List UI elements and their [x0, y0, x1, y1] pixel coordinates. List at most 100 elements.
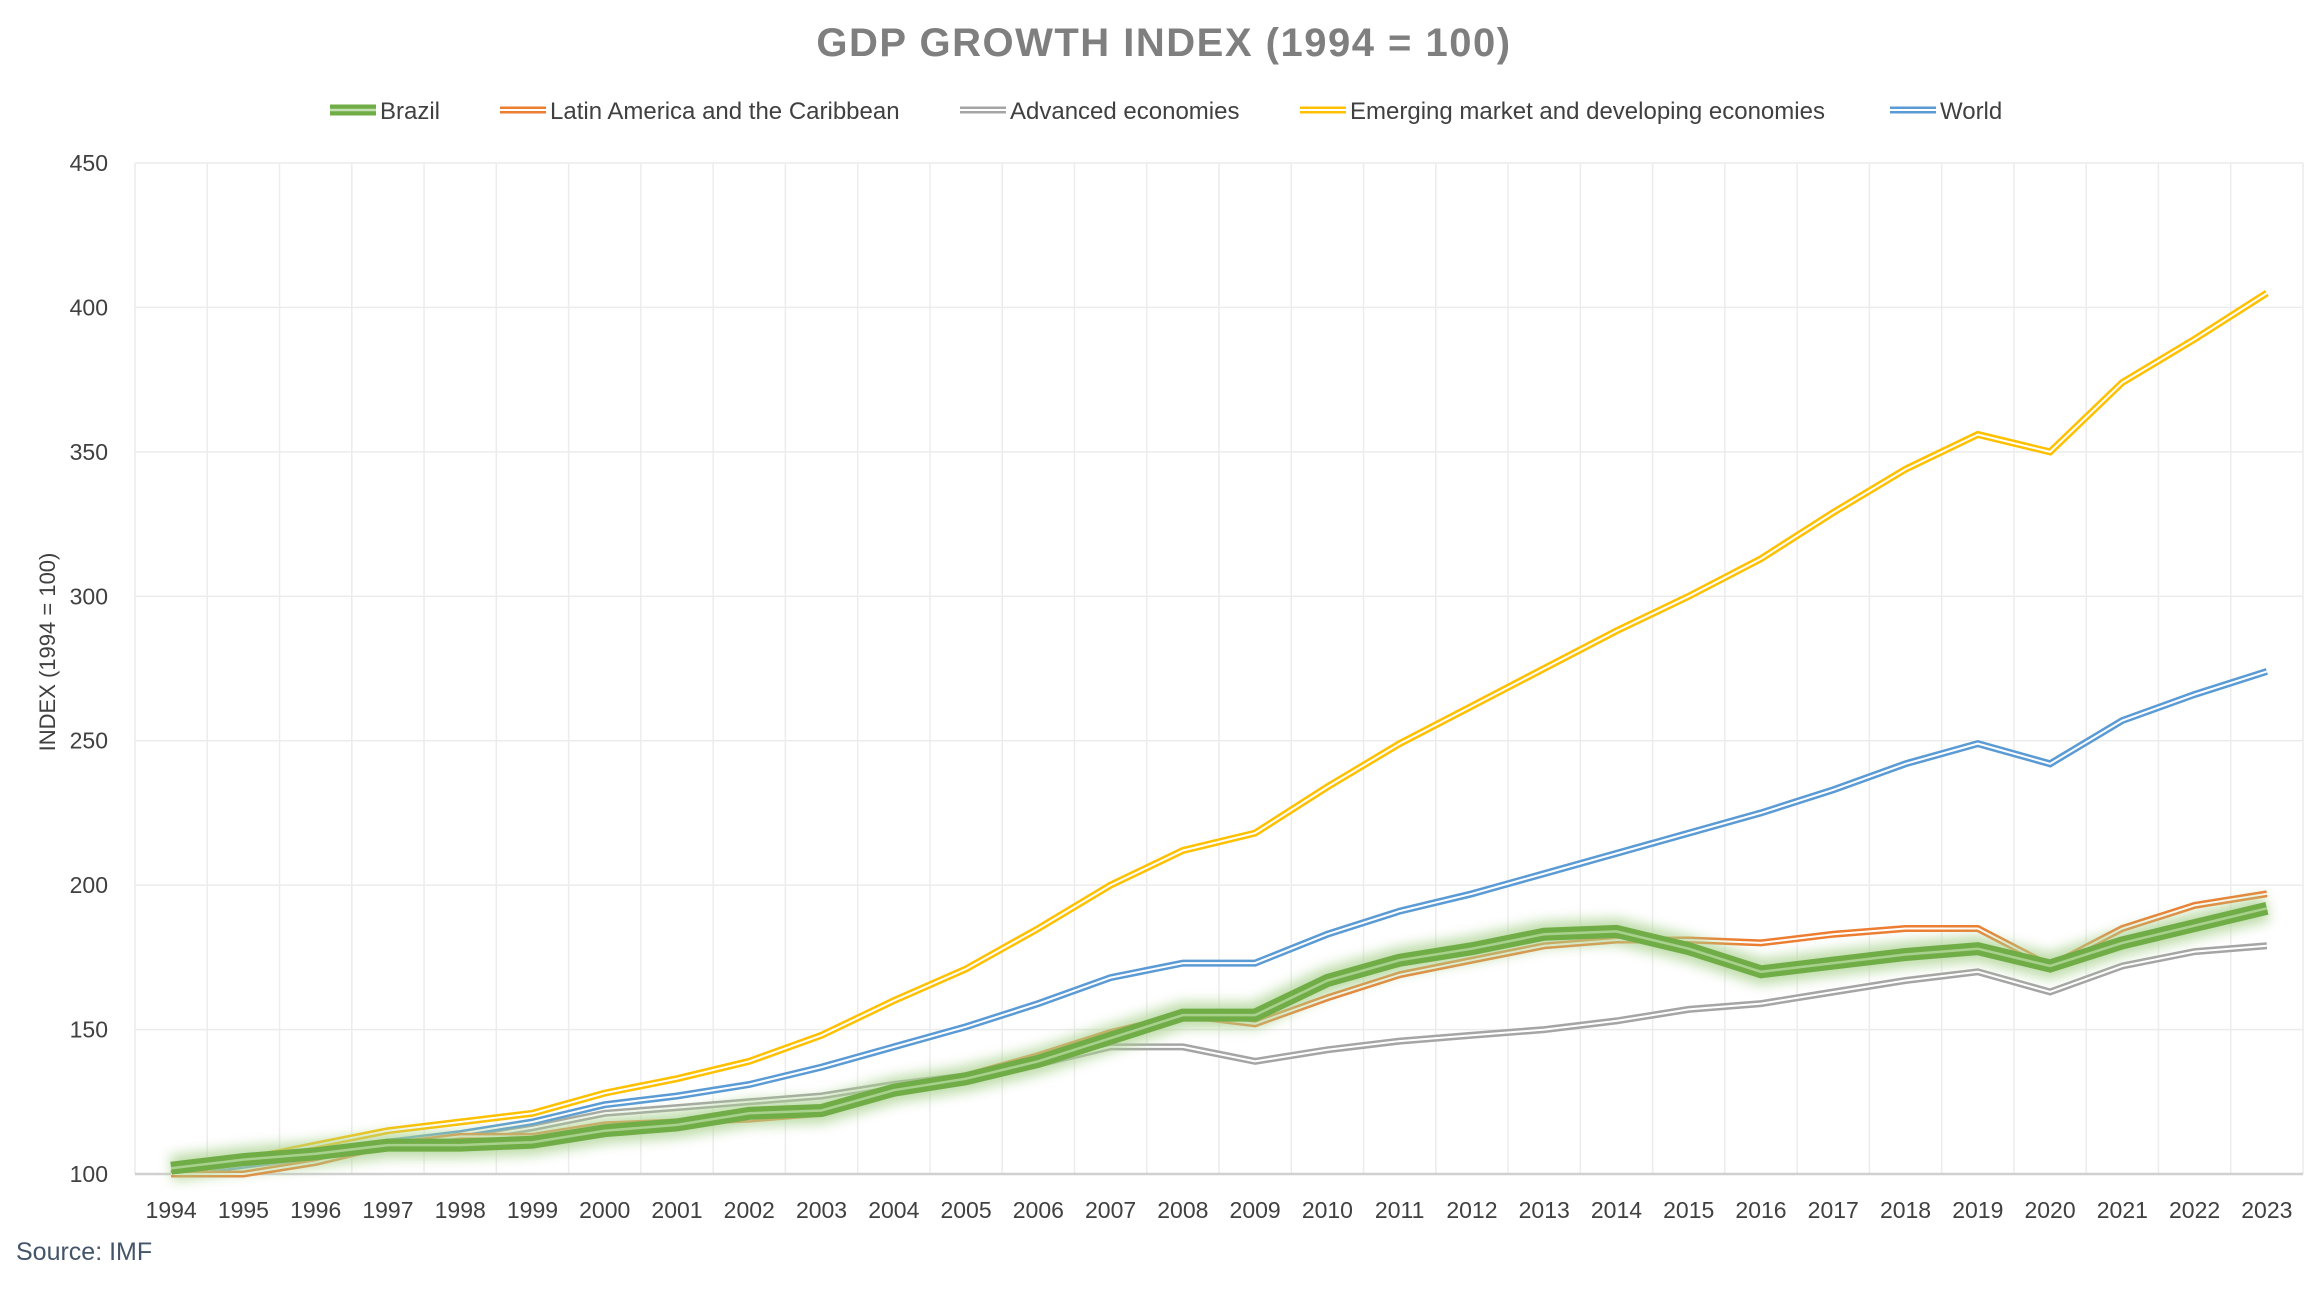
data-point [1468, 1031, 1476, 1039]
data-point [1974, 431, 1982, 439]
data-point [1685, 1005, 1693, 1013]
legend-item: Advanced economies [960, 98, 1239, 125]
data-point [1396, 1037, 1404, 1045]
y-tick-label: 300 [70, 583, 108, 609]
x-tick-label: 2015 [1663, 1197, 1714, 1223]
data-point [528, 1118, 536, 1126]
x-tick-label: 1998 [435, 1197, 486, 1223]
data-point [1396, 907, 1404, 915]
data-point [312, 1150, 320, 1158]
x-tick-label: 2017 [1808, 1197, 1859, 1223]
data-point [2046, 448, 2054, 456]
data-point [818, 1031, 826, 1039]
data-point [2191, 901, 2199, 909]
data-point [2263, 289, 2271, 297]
data-point [601, 1089, 609, 1097]
x-tick-label: 2019 [1952, 1197, 2003, 1223]
legend-item: Emerging market and developing economies [1300, 98, 1825, 125]
data-point [2118, 939, 2126, 947]
series-emerging-market-and-developing-economies [170, 289, 2271, 1178]
data-point [1179, 846, 1187, 854]
data-point [1179, 959, 1187, 967]
x-tick-label: 2005 [940, 1197, 991, 1223]
data-point [1179, 1043, 1187, 1051]
data-point [673, 1121, 681, 1129]
data-point [890, 997, 898, 1005]
data-point [1902, 976, 1910, 984]
data-point [1107, 974, 1115, 982]
data-point [1974, 945, 1982, 953]
series-world [170, 667, 2271, 1178]
x-tick-label: 2004 [868, 1197, 919, 1223]
x-tick-label: 2022 [2169, 1197, 2220, 1223]
data-point [1685, 945, 1693, 953]
data-point [1540, 1026, 1548, 1034]
data-point [1468, 890, 1476, 898]
data-point [1034, 924, 1042, 932]
y-axis-label: INDEX (1994 = 100) [35, 553, 60, 752]
x-tick-label: 2008 [1157, 1197, 1208, 1223]
x-tick-label: 2002 [724, 1197, 775, 1223]
data-point [1251, 959, 1259, 967]
data-point [818, 1063, 826, 1071]
x-tick-label: 2000 [579, 1197, 630, 1223]
data-point [1323, 783, 1331, 791]
data-point [1974, 968, 1982, 976]
legend-label: Advanced economies [1010, 98, 1239, 125]
y-tick-label: 350 [70, 439, 108, 465]
data-point [1396, 956, 1404, 964]
x-tick-label: 2018 [1880, 1197, 1931, 1223]
data-point [2263, 904, 2271, 912]
data-point [1107, 1034, 1115, 1042]
data-point [1829, 509, 1837, 517]
data-point [1540, 870, 1548, 878]
data-point [1323, 1046, 1331, 1054]
data-point [456, 1141, 464, 1149]
data-point [962, 965, 970, 973]
x-tick-label: 2006 [1013, 1197, 1064, 1223]
series-line-inner [170, 670, 2268, 1175]
data-point [1757, 809, 1765, 817]
data-point [1902, 465, 1910, 473]
data-point [1974, 924, 1982, 932]
data-point [745, 1057, 753, 1065]
data-point [962, 1075, 970, 1083]
x-tick-label: 2010 [1302, 1197, 1353, 1223]
data-point [1757, 968, 1765, 976]
data-point [2263, 942, 2271, 950]
y-tick-label: 150 [70, 1017, 108, 1043]
data-point [1685, 829, 1693, 837]
data-point [2046, 760, 2054, 768]
x-tick-label: 2013 [1519, 1197, 1570, 1223]
data-point [1107, 881, 1115, 889]
legend-label: Emerging market and developing economies [1350, 98, 1825, 125]
data-point [1323, 976, 1331, 984]
data-point [1612, 849, 1620, 857]
data-point [1540, 930, 1548, 938]
data-point [2046, 962, 2054, 970]
y-tick-label: 400 [70, 294, 108, 320]
y-tick-label: 250 [70, 728, 108, 754]
data-point [2191, 948, 2199, 956]
legend-item: Brazil [330, 98, 440, 125]
x-tick-label: 2012 [1446, 1197, 1497, 1223]
data-point [1179, 1011, 1187, 1019]
x-tick-label: 1997 [362, 1197, 413, 1223]
x-tick-label: 1994 [146, 1197, 197, 1223]
x-tick-label: 2023 [2241, 1197, 2292, 1223]
y-tick-label: 100 [70, 1161, 108, 1187]
x-tick-label: 2014 [1591, 1197, 1642, 1223]
data-point [2191, 335, 2199, 343]
series-lines [169, 289, 2271, 1182]
x-tick-label: 1996 [290, 1197, 341, 1223]
data-point [1829, 930, 1837, 938]
data-point [1251, 829, 1259, 837]
data-point [2263, 667, 2271, 675]
data-point [1974, 740, 1982, 748]
legend-item: World [1890, 98, 2002, 125]
series-line-inner [170, 907, 2268, 1170]
data-point [1540, 665, 1548, 673]
data-point [2191, 922, 2199, 930]
x-axis-ticks: 1994 1995 1996 1997 1998 1999 2000 2001 2002 2003… [146, 1197, 2293, 1223]
